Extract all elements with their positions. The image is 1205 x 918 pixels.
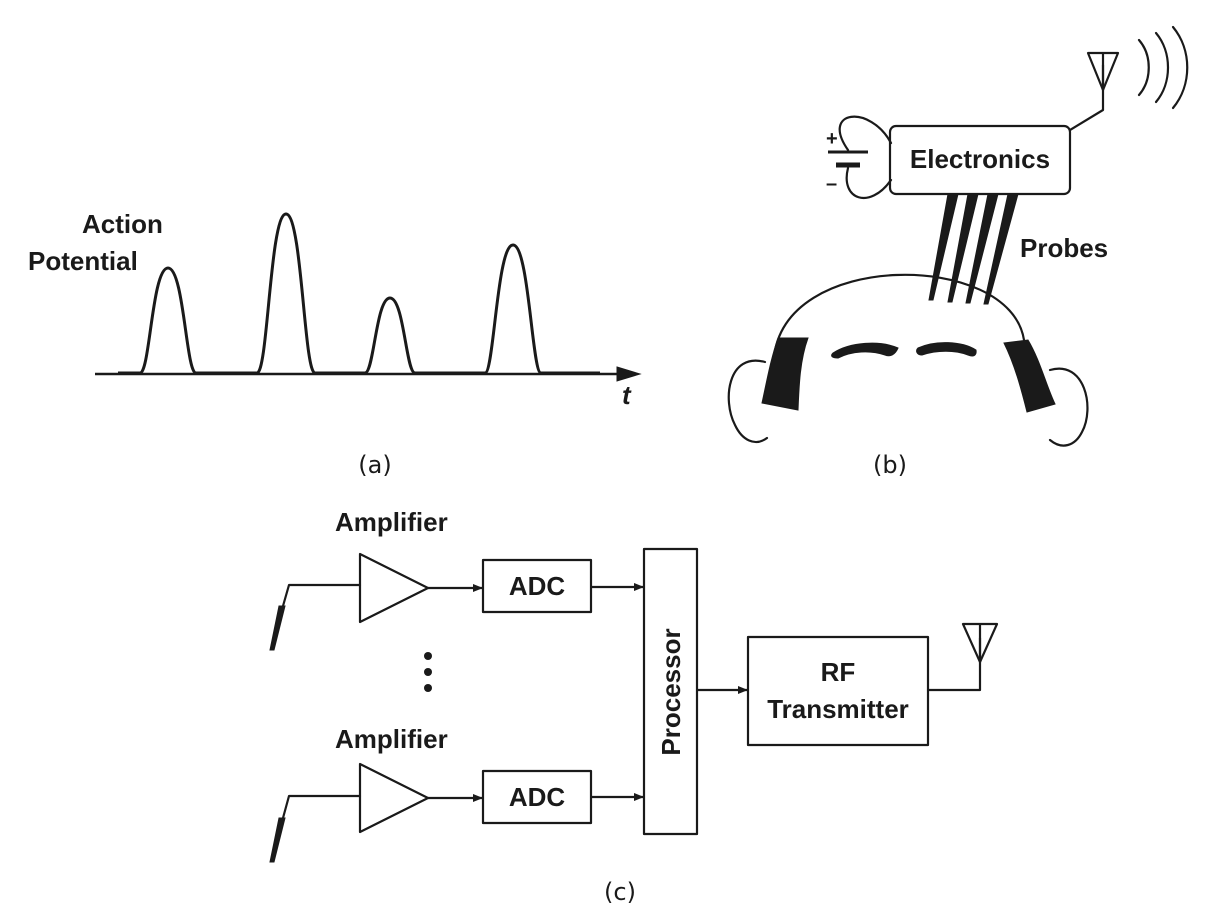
caption-a: (a): [358, 451, 391, 479]
left-hair: [761, 337, 809, 411]
right-eyebrow: [916, 342, 977, 357]
rf-label-line2: Transmitter: [767, 694, 909, 724]
amplifier-top: [358, 552, 430, 624]
antenna-icon-c: [961, 622, 999, 664]
processor-label: Processor: [656, 628, 686, 755]
electrode-wire-top: [281, 583, 362, 608]
rf-label-line1: RF: [821, 657, 856, 687]
ylabel-potential: Potential: [28, 246, 138, 276]
amplifier-bottom: [358, 762, 430, 834]
caption-c: (c): [604, 878, 636, 906]
battery-wire-top: [838, 115, 893, 152]
right-hair: [1003, 339, 1056, 413]
panel-b-implant: Probes Electronics + – (b): [727, 25, 1189, 479]
probe-array: [928, 193, 1019, 305]
rf-transmitter-box: [746, 635, 930, 747]
head-outline: [772, 273, 1026, 362]
action-potential-waveform: [118, 212, 600, 375]
adc-bottom-label: ADC: [509, 782, 566, 812]
time-axis-label: t: [622, 380, 632, 410]
electrode-bottom: [269, 817, 286, 863]
electrode-wire-bottom: [281, 794, 362, 820]
panel-a-action-potential: Action Potential t (a): [28, 209, 642, 479]
battery-plus-sign: +: [826, 128, 838, 150]
electronics-label: Electronics: [910, 144, 1050, 174]
left-ear: [727, 359, 769, 443]
antenna-icon: [1086, 51, 1120, 92]
battery-wire-bottom: [845, 166, 893, 199]
right-ear: [1048, 367, 1089, 447]
electronics-box: [888, 124, 1072, 196]
panel-c-block-diagram: Amplifier ADC Amplifier ADC Processor RF…: [269, 507, 999, 906]
adc-top-label: ADC: [509, 571, 566, 601]
antenna-wire-b: [1068, 63, 1105, 132]
ylabel-action: Action: [82, 209, 163, 239]
processor-box: [642, 547, 699, 836]
battery-minus-sign: –: [826, 173, 837, 195]
probes-label: Probes: [1020, 233, 1108, 263]
amplifier-bottom-label: Amplifier: [335, 724, 448, 754]
ellipsis-dots: [424, 652, 432, 692]
amplifier-top-label: Amplifier: [335, 507, 448, 537]
electrode-top: [269, 605, 286, 651]
radio-waves-icon: [1137, 25, 1189, 110]
left-eyebrow: [831, 342, 899, 359]
time-axis-arrowhead: [616, 366, 642, 382]
caption-b: (b): [873, 451, 907, 479]
